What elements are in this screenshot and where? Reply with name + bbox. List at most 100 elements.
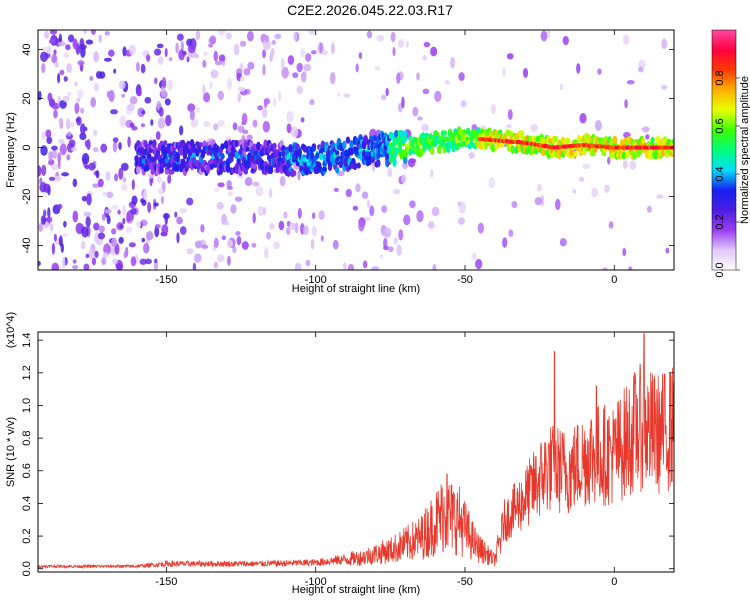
spectrogram-ridge-mark bbox=[655, 135, 661, 144]
spectrogram-noise-mark bbox=[179, 226, 187, 235]
y-tick-label: 0.8 bbox=[21, 430, 33, 445]
spectrogram-noise-mark bbox=[230, 204, 237, 214]
snr-series-line bbox=[38, 333, 674, 570]
spectrogram-noise-mark bbox=[77, 60, 85, 66]
spectrogram-noise-mark bbox=[290, 126, 299, 138]
spectrogram-noise-mark bbox=[622, 159, 628, 169]
spectrogram-noise-mark bbox=[209, 35, 217, 45]
spectrogram-ridge-mark bbox=[322, 166, 327, 172]
spectrogram-noise-mark bbox=[366, 30, 373, 39]
spectrogram-noise-mark bbox=[407, 158, 416, 168]
spectrogram-noise-mark bbox=[320, 235, 324, 242]
spectrogram-noise-mark bbox=[83, 30, 87, 35]
spectrogram-ridge-mark bbox=[175, 163, 180, 172]
y-tick-label: 0.4 bbox=[21, 496, 33, 511]
spectrogram-noise-mark bbox=[597, 68, 602, 75]
spectrogram-noise-mark bbox=[203, 120, 211, 127]
spectrogram-noise-mark bbox=[67, 131, 72, 137]
spectrogram-noise-mark bbox=[54, 61, 59, 68]
spectrogram-noise-mark bbox=[430, 46, 438, 57]
spectrogram-noise-mark bbox=[376, 34, 385, 42]
spectrogram-noise-mark bbox=[84, 164, 90, 170]
spectrogram-noise-mark bbox=[235, 231, 241, 236]
y-tick-label: 0.2 bbox=[21, 528, 33, 543]
spectrogram-ridge-mark bbox=[403, 130, 408, 137]
spectrogram-noise-mark bbox=[626, 80, 635, 85]
spectrogram-noise-mark bbox=[227, 255, 231, 266]
spectrogram-noise-mark bbox=[302, 225, 309, 236]
spectrogram-noise-mark bbox=[507, 109, 513, 121]
spectrogram-noise-mark bbox=[154, 258, 158, 264]
spectrogram-ridge-mark bbox=[650, 136, 655, 144]
spectrogram-marks bbox=[38, 30, 674, 270]
spectrogram-noise-mark bbox=[66, 63, 72, 73]
spectrogram-noise-mark bbox=[176, 33, 184, 41]
spectrogram-ridge-mark bbox=[245, 146, 250, 152]
spectrogram-noise-mark bbox=[76, 97, 81, 103]
colorbar-ticks: 0.0 0.2 0.4 0.6 0.8 bbox=[714, 70, 740, 278]
spectrogram-noise-mark bbox=[153, 48, 162, 56]
spectrogram-noise-mark bbox=[47, 92, 53, 102]
spectrogram-ridge-mark bbox=[428, 133, 433, 140]
spectrogram-noise-mark bbox=[58, 138, 65, 144]
spectrogram-noise-mark bbox=[427, 221, 435, 229]
spectrogram-noise-mark bbox=[405, 40, 409, 48]
spectrogram-noise-mark bbox=[165, 114, 172, 127]
spectrogram-noise-mark bbox=[61, 232, 69, 237]
spectrogram-ridge-mark bbox=[209, 163, 214, 170]
spectrogram-ridge-mark bbox=[136, 165, 141, 175]
spectrogram-noise-mark bbox=[168, 57, 173, 62]
spectrogram-noise-mark bbox=[637, 66, 644, 73]
spectrogram-noise-mark bbox=[292, 72, 299, 79]
snr-y-label: SNR (10 * v/v) bbox=[5, 417, 17, 487]
spectrogram-noise-mark bbox=[48, 39, 57, 44]
spectrogram-noise-mark bbox=[559, 238, 567, 247]
spectrogram-y-ticks: -40 -20 0 20 40 bbox=[21, 43, 674, 253]
spectrogram-ridge-mark bbox=[365, 151, 370, 157]
spectrogram-noise-mark bbox=[72, 38, 78, 50]
spectrogram-noise-mark bbox=[226, 185, 233, 190]
spectrogram-noise-mark bbox=[278, 220, 285, 231]
spectrogram-ridge-mark bbox=[205, 164, 211, 173]
spectrogram-noise-mark bbox=[192, 262, 197, 270]
spectrogram-noise-mark bbox=[48, 150, 53, 162]
spectrogram-noise-mark bbox=[641, 126, 650, 133]
spectrogram-noise-mark bbox=[237, 86, 246, 92]
spectrogram-noise-mark bbox=[112, 137, 119, 143]
spectrogram-noise-mark bbox=[355, 63, 359, 73]
spectrogram-noise-mark bbox=[310, 50, 317, 55]
spectrogram-noise-mark bbox=[49, 223, 54, 232]
spectrogram-noise-mark bbox=[232, 246, 237, 254]
spectrogram-noise-mark bbox=[270, 48, 275, 57]
y-tick-label: 40 bbox=[21, 43, 33, 55]
spectrogram-noise-mark bbox=[434, 90, 442, 102]
spectrogram-noise-mark bbox=[136, 61, 140, 72]
spectrogram-ridge-mark bbox=[234, 139, 240, 147]
spectrogram-noise-mark bbox=[286, 123, 292, 134]
spectrogram-noise-mark bbox=[88, 162, 96, 171]
spectrogram-noise-mark bbox=[257, 105, 263, 111]
colorbar-tick-label: 0.0 bbox=[714, 262, 726, 277]
spectrogram-noise-mark bbox=[112, 141, 118, 153]
spectrogram-noise-mark bbox=[118, 80, 126, 90]
spectrogram-noise-mark bbox=[130, 256, 137, 267]
spectrogram-noise-mark bbox=[239, 76, 245, 82]
spectrogram-noise-mark bbox=[50, 164, 59, 171]
spectrogram-noise-mark bbox=[502, 67, 506, 77]
spectrogram-noise-mark bbox=[646, 205, 652, 213]
spectrogram-noise-mark bbox=[111, 237, 118, 248]
spectrogram-noise-mark bbox=[93, 51, 99, 63]
x-tick-label: 0 bbox=[611, 274, 617, 286]
spectrogram-noise-mark bbox=[156, 176, 162, 184]
spectrogram-noise-mark bbox=[58, 41, 66, 47]
spectrogram-noise-mark bbox=[139, 258, 147, 265]
spectrogram-noise-mark bbox=[53, 175, 62, 182]
spectrogram-noise-mark bbox=[262, 38, 271, 51]
spectrogram-noise-mark bbox=[48, 176, 56, 181]
spectrogram-noise-mark bbox=[101, 213, 106, 221]
spectrogram-ridge-mark bbox=[671, 138, 674, 145]
spectrogram-ridge-mark bbox=[197, 147, 202, 153]
spectrogram-noise-mark bbox=[602, 267, 608, 270]
spectrogram-noise-mark bbox=[106, 191, 114, 199]
spectrogram-ridge-mark bbox=[535, 135, 541, 143]
